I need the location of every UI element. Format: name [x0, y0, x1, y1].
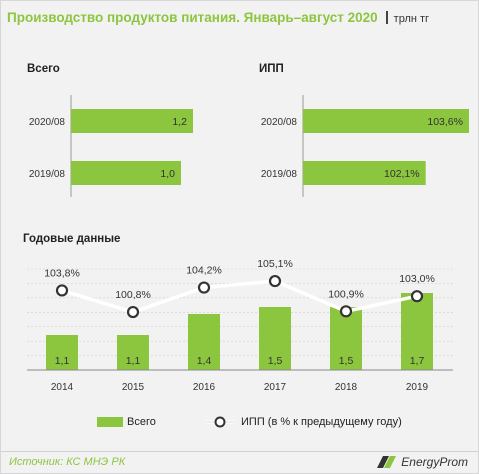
total-category-label: 2020/08: [29, 117, 66, 128]
annual-bar-value-label: 1,1: [55, 355, 70, 367]
annual-bar-value-label: 1,5: [268, 355, 283, 367]
total-chart-title: Всего: [27, 63, 60, 75]
legend-line-swatch: [206, 416, 234, 428]
total-bar: [71, 109, 193, 133]
ipp-point: [268, 274, 282, 288]
ipp-line: [61, 279, 418, 314]
title-row: Производство продуктов питания. Январь–а…: [7, 9, 429, 29]
annual-bar: [117, 335, 149, 370]
annual-bar-value-label: 1,4: [197, 355, 212, 367]
annual-combo-chart: 1,1 1,1 1,4 1,5 1,5 1,7 2014 2015 2016 2017 2018 20…: [27, 258, 453, 393]
ipp-point-label: 100,8%: [115, 289, 151, 301]
annual-bar: [330, 307, 362, 370]
total-bar: [71, 161, 181, 185]
ipp-point: [55, 284, 69, 297]
logo-text: EnergyProm: [401, 455, 468, 469]
x-tick-label: 2018: [335, 382, 358, 393]
ipp-bar: [303, 161, 426, 185]
annual-bar-value-label: 1,5: [339, 355, 354, 367]
annual-bar: [401, 293, 433, 370]
annual-bar: [259, 307, 291, 370]
unit-label: трлн тг: [393, 13, 430, 25]
logo: EnergyProm: [375, 454, 468, 472]
annual-chart-title: Годовые данные: [23, 233, 121, 245]
legend-bar-swatch: [97, 417, 123, 427]
ipp-chart-title: ИПП: [259, 63, 284, 75]
ipp-category-label: 2020/08: [261, 117, 298, 128]
x-tick-label: 2019: [406, 382, 429, 393]
source-text: Источник: КС МНЭ РК: [9, 456, 126, 468]
x-tick-label: 2014: [51, 382, 74, 393]
ipp-value-label: 102,1%: [384, 168, 420, 180]
ipp-point: [126, 305, 140, 319]
total-value-label: 1,0: [160, 168, 175, 180]
footer: Источник: КС МНЭ РК EnergyProm: [1, 451, 478, 473]
x-tick-label: 2016: [193, 382, 216, 393]
total-category-label: 2019/08: [29, 169, 66, 180]
page-title: Производство продуктов питания. Январь–а…: [7, 10, 378, 25]
ipp-point-label: 105,1%: [257, 258, 293, 270]
title-separator: [385, 11, 388, 24]
ipp-point-label: 100,9%: [328, 288, 364, 300]
legend: Всего ИПП (в % к предыдущему году): [1, 415, 478, 431]
annual-bar-value-label: 1,1: [126, 355, 141, 367]
ipp-point: [410, 290, 424, 303]
legend-line-label: ИПП (в % к предыдущему году): [241, 416, 402, 428]
annual-bar: [188, 314, 220, 370]
total-value-label: 1,2: [172, 116, 187, 128]
ipp-category-label: 2019/08: [261, 169, 298, 180]
annual-bar-value-label: 1,7: [410, 355, 425, 367]
legend-bar-label: Всего: [127, 416, 156, 428]
ipp-point-label: 104,2%: [186, 265, 222, 277]
ipp-bar-chart: 2020/08 103,6% 2019/08 102,1%: [261, 95, 469, 197]
ipp-point-label: 103,8%: [44, 267, 80, 279]
ipp-value-label: 103,6%: [427, 116, 463, 128]
total-bar-chart: 2020/08 1,2 2019/08 1,0: [29, 95, 193, 197]
ipp-point: [339, 305, 353, 318]
annual-bar: [46, 335, 78, 370]
ipp-bar: [303, 109, 469, 133]
logo-mark-icon: [376, 456, 396, 468]
x-tick-label: 2015: [122, 382, 145, 393]
ipp-point-label: 103,0%: [399, 273, 435, 285]
ipp-point: [197, 281, 211, 294]
x-tick-label: 2017: [264, 382, 287, 393]
